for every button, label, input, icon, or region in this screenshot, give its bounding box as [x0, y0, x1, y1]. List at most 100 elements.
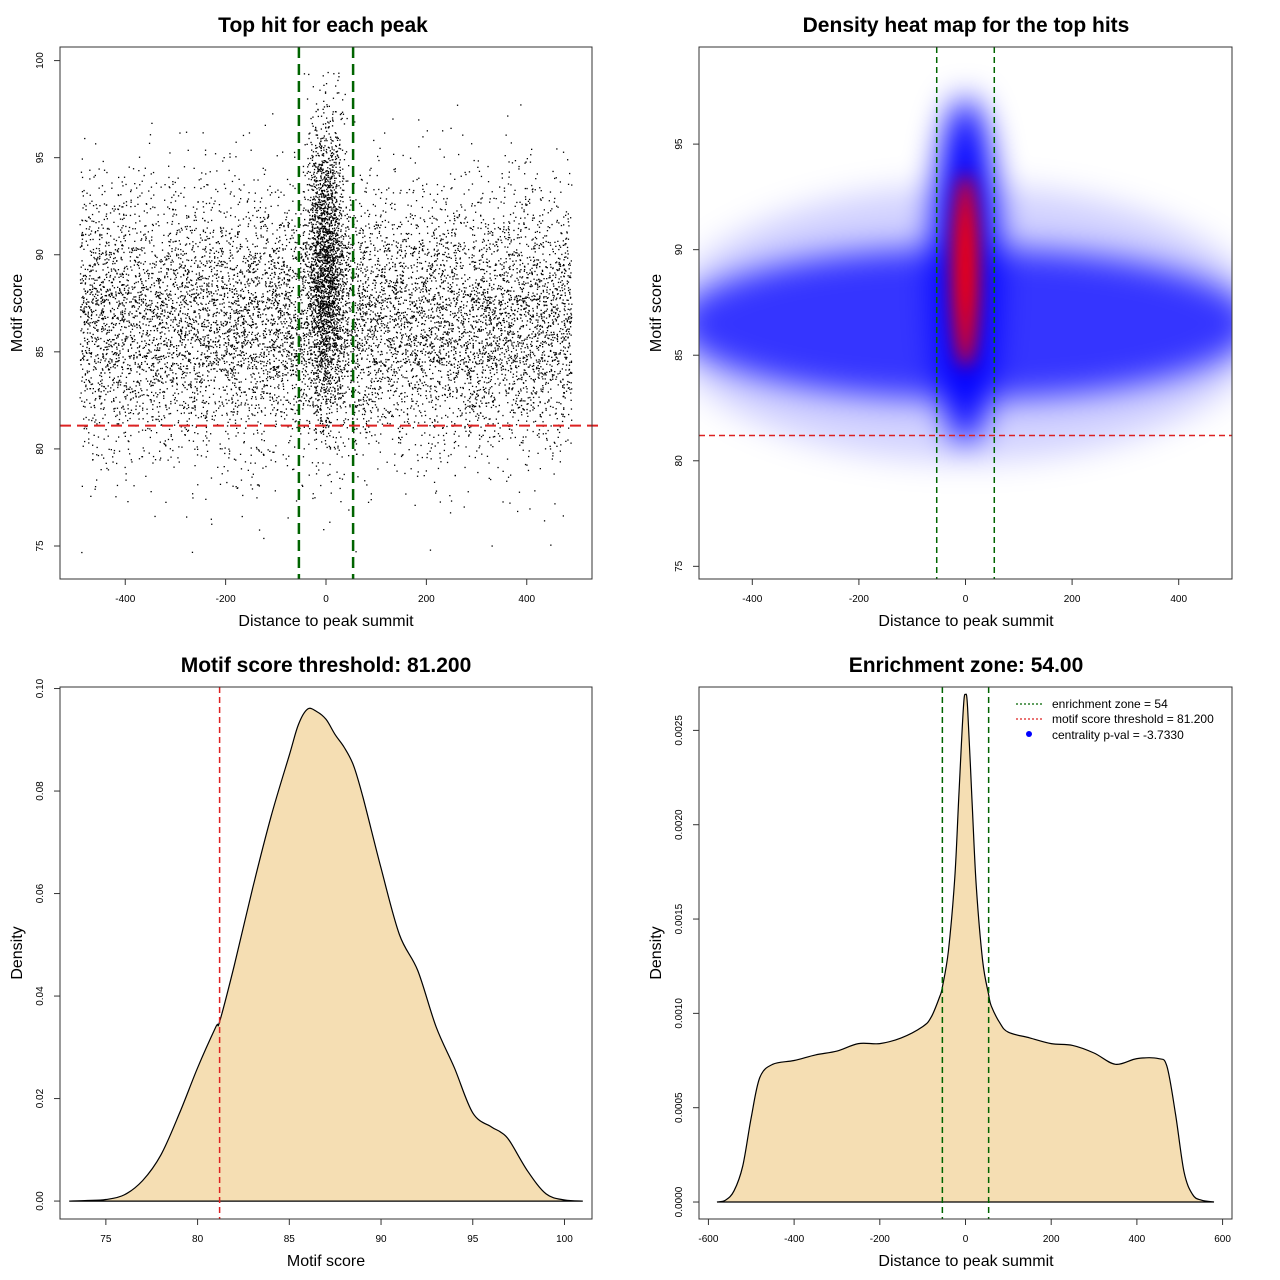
scatter-point [426, 277, 428, 280]
scatter-point [114, 367, 116, 369]
scatter-point [359, 308, 362, 310]
scatter-point [189, 230, 192, 232]
scatter-point [163, 213, 165, 215]
scatter-point [237, 318, 239, 320]
scatter-point [79, 273, 82, 275]
scatter-point [83, 323, 86, 326]
scatter-point [215, 354, 217, 357]
scatter-point [525, 226, 528, 229]
scatter-point [158, 361, 161, 363]
scatter-point [440, 238, 442, 240]
scatter-point [140, 279, 142, 281]
scatter-point [342, 402, 344, 404]
scatter-point [325, 425, 328, 427]
scatter-point [403, 315, 405, 317]
scatter-point [235, 341, 238, 343]
scatter-point [317, 273, 319, 275]
scatter-point [426, 346, 429, 348]
scatter-point [109, 274, 112, 277]
scatter-point [498, 302, 500, 304]
scatter-point [169, 312, 171, 314]
scatter-point [273, 355, 275, 357]
scatter-point [337, 261, 339, 263]
scatter-point [302, 310, 305, 313]
scatter-point [272, 354, 275, 356]
scatter-point [434, 326, 436, 328]
scatter-point [329, 198, 331, 200]
scatter-point [238, 304, 240, 306]
scatter-point [330, 363, 333, 365]
scatter-point [393, 224, 395, 226]
scatter-point [182, 261, 184, 263]
scatter-point [477, 354, 479, 356]
scatter-point [264, 252, 266, 254]
scatter-point [566, 356, 568, 359]
scatter-point [303, 231, 306, 233]
scatter-point [362, 286, 364, 288]
scatter-point [287, 313, 289, 315]
scatter-point [489, 298, 491, 300]
scatter-point [197, 332, 199, 334]
scatter-point [323, 429, 325, 431]
scatter-point [257, 304, 259, 306]
scatter-point [303, 364, 305, 366]
scatter-point [216, 308, 218, 310]
scatter-point [222, 281, 224, 283]
scatter-point [310, 379, 313, 381]
scatter-point [464, 245, 466, 247]
scatter-point [532, 406, 534, 408]
scatter-point [519, 328, 521, 330]
scatter-point [544, 301, 546, 303]
scatter-point [275, 347, 277, 349]
scatter-point [419, 314, 421, 316]
scatter-point [316, 300, 318, 303]
scatter-point [99, 284, 101, 286]
scatter-point [473, 234, 476, 236]
scatter-point [527, 397, 529, 399]
scatter-point [374, 329, 377, 332]
scatter-point [536, 293, 538, 295]
scatter-point [334, 283, 336, 285]
scatter-point [262, 380, 264, 382]
scatter-point [331, 255, 333, 257]
scatter-point [366, 269, 369, 271]
scatter-point [539, 215, 541, 217]
scatter-point [316, 212, 318, 214]
scatter-point [519, 299, 521, 301]
scatter-point [114, 407, 116, 410]
scatter-point [451, 270, 453, 272]
scatter-point [307, 257, 309, 259]
scatter-point [531, 285, 533, 287]
scatter-point [207, 221, 209, 223]
scatter-point [318, 327, 320, 329]
scatter-point [294, 357, 296, 359]
scatter-point [446, 340, 448, 342]
scatter-point [132, 305, 135, 307]
scatter-point [462, 369, 464, 371]
scatter-point [442, 281, 444, 284]
scatter-point [244, 391, 246, 393]
scatter-point [309, 398, 311, 400]
scatter-point [406, 377, 408, 379]
scatter-point [160, 313, 162, 315]
scatter-point [293, 275, 295, 278]
scatter-point [399, 274, 401, 276]
scatter-point [554, 288, 556, 290]
scatter-point [380, 360, 382, 362]
scatter-point [304, 271, 306, 273]
scatter-point [346, 117, 348, 120]
scatter-point [183, 267, 185, 269]
scatter-point [327, 343, 329, 345]
scatter-point [123, 296, 125, 299]
scatter-point [126, 368, 129, 370]
scatter-point [355, 227, 357, 229]
scatter-point [322, 305, 324, 307]
scatter-point [561, 253, 563, 256]
scatter-point [168, 428, 171, 430]
scatter-point [382, 376, 384, 378]
scatter-point [539, 333, 541, 335]
scatter-point [117, 269, 120, 271]
scatter-point [333, 153, 335, 155]
scatter-point [332, 159, 334, 161]
scatter-point [362, 230, 364, 232]
